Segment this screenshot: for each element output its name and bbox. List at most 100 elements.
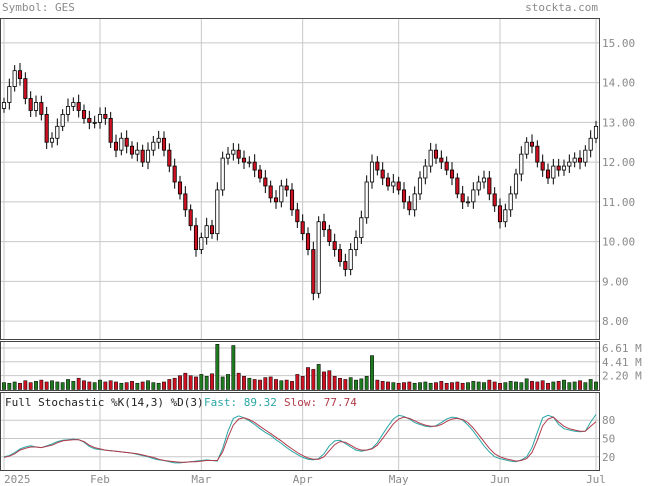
price-tick-label: 13.00	[602, 116, 635, 129]
candle-down	[236, 149, 241, 159]
candle-up	[65, 106, 71, 115]
month-label: Feb	[90, 473, 110, 486]
price-tick-label: 9.00	[602, 275, 629, 288]
candle-down	[487, 177, 492, 195]
stochastic-slow-value: Slow: 77.74	[284, 396, 357, 409]
candle-down	[76, 102, 81, 111]
candle-down	[28, 98, 33, 111]
price-tick-label: 11.00	[602, 196, 635, 209]
volume-bar	[114, 381, 118, 390]
volume-bar	[146, 380, 150, 390]
stochastic-tick-label: 50	[602, 433, 615, 446]
volume-bar	[503, 382, 508, 390]
candle-down	[492, 193, 497, 207]
volume-bar	[508, 381, 513, 390]
candle-down	[39, 102, 44, 115]
candle-down	[188, 209, 193, 227]
volume-bar	[140, 381, 145, 390]
volume-bar	[204, 376, 209, 390]
volume-bar	[332, 376, 337, 390]
volume-bar	[359, 378, 364, 390]
candle-down	[87, 117, 92, 123]
candle-up	[279, 185, 284, 203]
candle-up	[33, 102, 39, 111]
candle-down	[103, 114, 108, 119]
volume-bar	[375, 379, 380, 390]
candle-up	[417, 177, 423, 195]
candle-down	[140, 149, 145, 163]
volume-bar	[183, 372, 188, 390]
volume-bar	[167, 379, 172, 390]
candle-up	[55, 125, 60, 139]
candle-up	[7, 86, 12, 103]
month-label: Jul	[586, 473, 606, 486]
volume-bar	[44, 381, 49, 390]
volume-bar	[295, 374, 300, 390]
candle-up	[476, 181, 481, 191]
volume-bar	[7, 382, 12, 390]
volume-bar	[172, 377, 177, 390]
volume-bar	[103, 381, 108, 390]
volume-bar	[124, 382, 129, 390]
candle-up	[151, 141, 156, 151]
candle-up	[97, 114, 103, 123]
candle-down	[183, 193, 188, 211]
candle-up	[503, 209, 508, 223]
price-tick-label: 15.00	[602, 37, 635, 50]
candle-down	[311, 249, 316, 294]
candle-up	[567, 161, 572, 167]
candle-up	[369, 161, 375, 183]
candle-down	[449, 169, 455, 179]
candle-up	[524, 141, 529, 155]
candle-up	[135, 149, 140, 155]
volume-bar	[418, 382, 422, 390]
volume-bar	[460, 382, 465, 390]
candle-up	[71, 102, 76, 107]
price-tick-label: 8.00	[602, 315, 629, 328]
volume-bar	[135, 382, 140, 390]
volume-bar	[428, 382, 433, 390]
volume-bar	[354, 379, 358, 390]
volume-bar	[279, 380, 284, 390]
candle-down	[113, 141, 119, 151]
y-axis-labels: 15.00 14.00 13.00 12.00 11.00 10.00 9.00 8.00 6.…	[602, 37, 642, 464]
candle-up	[561, 165, 567, 171]
candle-up	[348, 249, 353, 270]
candle-up	[364, 181, 369, 219]
volume-bar	[407, 381, 412, 390]
volume-bar	[50, 380, 54, 390]
volume-bar	[546, 382, 550, 390]
volume-bar	[300, 376, 305, 390]
candle-up	[1, 102, 7, 109]
candle-down	[257, 169, 263, 179]
candle-down	[193, 225, 199, 250]
volume-bar	[572, 381, 577, 390]
volume-bar	[594, 381, 598, 390]
candle-down	[460, 193, 465, 203]
volume-bar	[578, 380, 582, 390]
volume-bar	[386, 381, 390, 390]
candle-down	[396, 181, 401, 191]
volume-bar	[231, 345, 236, 390]
volume-bar	[55, 381, 60, 390]
volume-bar	[364, 376, 369, 390]
volume-bar	[471, 381, 476, 390]
volume-bar	[290, 381, 294, 390]
volume-bar	[444, 382, 449, 390]
stochastic-tick-label: 20	[602, 451, 615, 464]
candle-down	[17, 70, 23, 80]
volume-bar	[492, 381, 497, 390]
volume-tick-label: 4.41 M	[602, 356, 642, 369]
candle-down	[252, 161, 257, 171]
volume-bar	[514, 381, 518, 390]
volume-bar	[348, 377, 353, 390]
volume-bar	[551, 381, 556, 390]
volume-bar	[316, 364, 321, 390]
volume-bar	[402, 382, 406, 390]
volume-bar	[258, 379, 262, 390]
candle-up	[204, 225, 209, 239]
candle-up	[225, 153, 231, 159]
candle-up	[60, 114, 65, 127]
candle-up	[92, 121, 97, 124]
month-label: Apr	[293, 473, 313, 486]
